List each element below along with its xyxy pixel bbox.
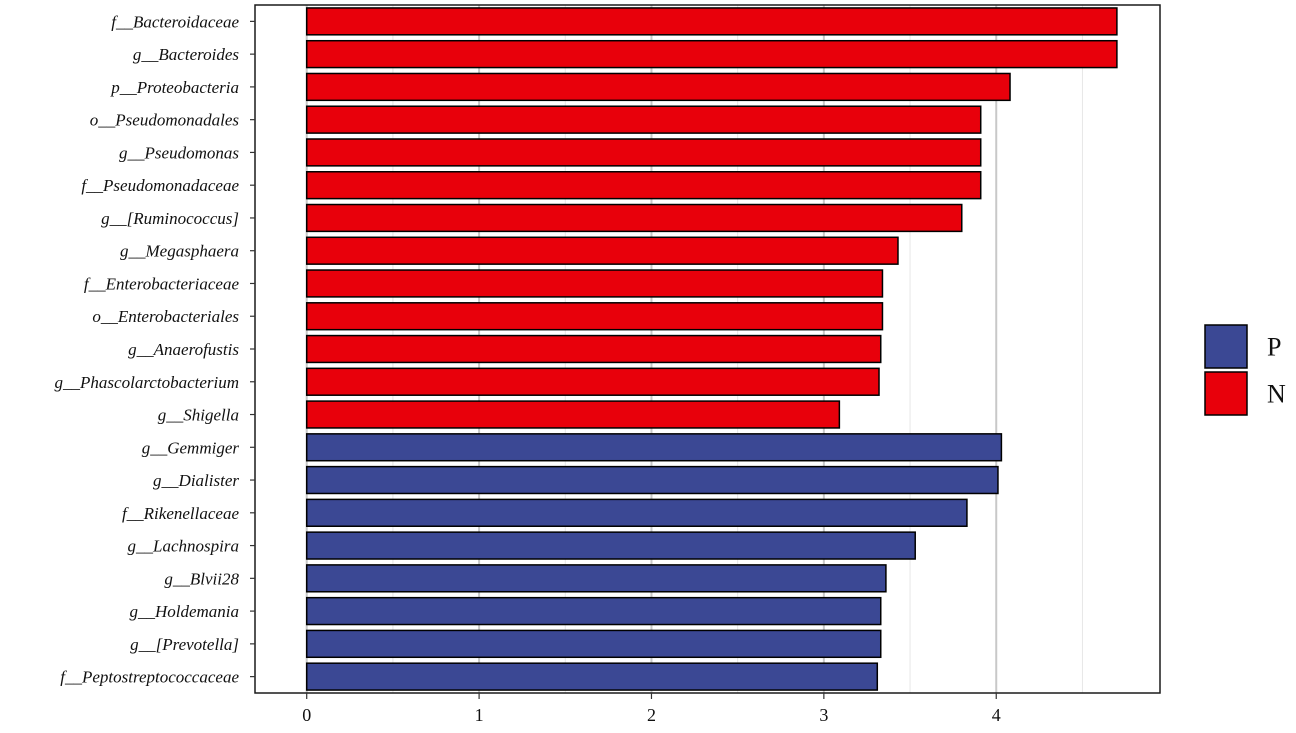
bar-g__Blvii28: [305, 564, 887, 593]
bar-f__Enterobacteriaceae: [305, 269, 884, 298]
bar-o__Enterobacteriales: [305, 302, 884, 331]
legend: PN: [1204, 324, 1286, 416]
bar-f__Bacteroidaceae: [305, 7, 1118, 36]
category-label: f__Peptostreptococcaceae: [60, 668, 239, 687]
bar-g__Anaerofustis: [305, 334, 882, 364]
category-label: g__Pseudomonas: [119, 143, 239, 162]
bars-layer: [305, 7, 1118, 691]
bar-g__Dialister: [305, 465, 999, 495]
category-label: f__Pseudomonadaceae: [81, 176, 239, 195]
category-label: g__Dialister: [153, 471, 239, 490]
legend-swatch-P: [1204, 324, 1248, 369]
bar-p__Proteobacteria: [305, 72, 1011, 102]
category-label: g__Shigella: [158, 406, 239, 425]
x-tick-label: 0: [302, 705, 311, 725]
category-label: f__Rikenellaceae: [122, 504, 240, 523]
bar-g__Lachnospira: [305, 531, 916, 560]
bar-g__Pseudomonas: [305, 138, 982, 167]
x-tick-label: 3: [819, 705, 828, 725]
category-label: o__Enterobacteriales: [92, 307, 239, 326]
bar-f__Peptostreptococcaceae: [305, 662, 879, 691]
legend-label-N: N: [1267, 380, 1286, 409]
bar-f__Pseudomonadaceae: [305, 171, 982, 200]
category-label: f__Bacteroidaceae: [111, 12, 239, 31]
x-tick-label: 1: [475, 705, 484, 725]
category-label: p__Proteobacteria: [110, 78, 239, 97]
category-label: g__Phascolarctobacterium: [55, 373, 239, 392]
x-axis-ticks: 0 1 2 3 4: [302, 693, 1001, 725]
bar-g__Megasphaera: [305, 236, 899, 265]
category-label: f__Enterobacteriaceae: [84, 274, 240, 293]
x-tick-label: 4: [992, 705, 1001, 725]
category-label: g__Gemmiger: [142, 438, 240, 457]
bar-g__Phascolarctobacterium: [305, 367, 880, 396]
category-label: g__Holdemania: [129, 602, 239, 621]
category-label: g__[Ruminococcus]: [101, 209, 239, 228]
bar-o__Pseudomonadales: [305, 105, 982, 134]
legend-label-P: P: [1267, 333, 1281, 362]
category-label: g__Bacteroides: [133, 45, 239, 64]
category-label: g__[Prevotella]: [130, 635, 239, 654]
bar-g__Shigella: [305, 400, 841, 429]
category-label: g__Lachnospira: [128, 537, 239, 556]
category-label: g__Blvii28: [164, 569, 239, 588]
bar-g__[Ruminococcus]: [305, 203, 963, 233]
category-labels: f__Bacteroidaceae g__Bacteroides p__Proteo…: [55, 12, 255, 687]
category-label: o__Pseudomonadales: [90, 111, 240, 130]
bar-g__Gemmiger: [305, 433, 1003, 462]
category-label: g__Anaerofustis: [128, 340, 239, 359]
bar-f__Rikenellaceae: [305, 498, 968, 527]
legend-swatch-N: [1204, 371, 1248, 416]
category-label: g__Megasphaera: [120, 242, 239, 261]
bar-g__[Prevotella]: [305, 629, 882, 659]
bar-g__Holdemania: [305, 596, 882, 626]
x-tick-label: 2: [647, 705, 656, 725]
bar-g__Bacteroides: [305, 39, 1118, 69]
